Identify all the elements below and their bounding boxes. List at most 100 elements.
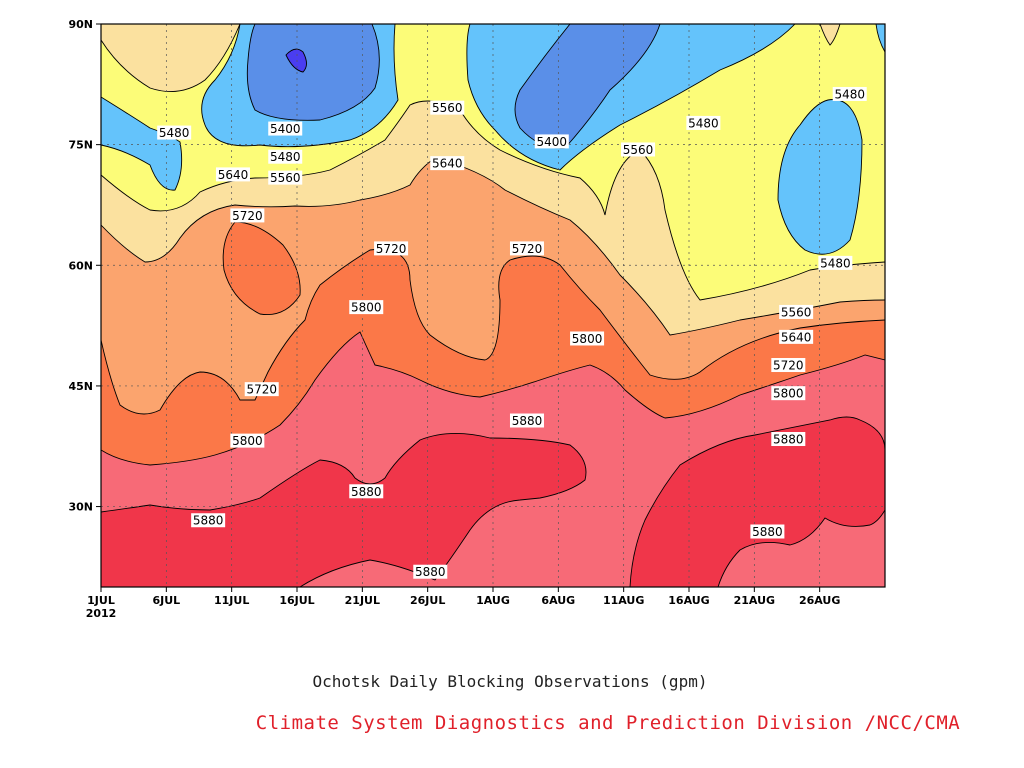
contour-label-bg <box>771 386 806 401</box>
contour-label-text: 5880 <box>773 433 804 447</box>
contour-line <box>101 248 885 415</box>
contour-label-bg <box>771 432 806 447</box>
x-tick-label: 16AUG <box>668 594 709 607</box>
contour-label: 5720 <box>244 382 279 397</box>
chart-title: Ochotsk Daily Blocking Observations (gpm… <box>312 672 708 691</box>
contour-label: 5480 <box>686 115 721 130</box>
contour-label-bg <box>818 255 853 270</box>
contour-label-text: 5560 <box>432 101 463 115</box>
contour-label-bg <box>191 513 226 528</box>
y-tick-label: 30N <box>68 501 93 514</box>
contour-line <box>629 416 885 587</box>
contour-label-bg <box>349 484 384 499</box>
fill-5320-5400-upper <box>247 24 380 121</box>
contour-label-text: 5800 <box>572 332 603 346</box>
x-year-label: 2012 <box>86 607 117 620</box>
contour-label: 5480 <box>157 125 192 140</box>
fill-5400-5480-topleft <box>101 97 182 191</box>
contour-label-layer: 5480 5400 5480 5560 5640 5720 5560 5640 5720 5800… <box>157 86 867 579</box>
contour-label-text: 5640 <box>432 157 463 171</box>
contour-label-bg <box>230 208 265 223</box>
contour-label-text: 5480 <box>270 150 301 164</box>
contour-label-bg <box>509 413 544 428</box>
contour-label-bg <box>534 134 569 149</box>
contour-line <box>717 509 885 587</box>
y-tick-label: 45N <box>68 380 93 393</box>
x-tick-label: 1JUL <box>87 594 115 607</box>
x-tick-label: 21JUL <box>345 594 380 607</box>
fill-above-5880-left <box>101 433 586 587</box>
fill-5560-5640-topleft <box>101 24 240 92</box>
contour-label-bg <box>268 149 303 164</box>
contour-label-bg <box>771 358 806 373</box>
contour-line <box>246 24 380 121</box>
contour-label-text: 5480 <box>159 126 190 140</box>
contour-line <box>819 24 841 46</box>
contour-label: 5880 <box>750 524 785 539</box>
fill-5560-5640-topright <box>820 24 840 45</box>
contour-label-text: 5480 <box>820 256 851 270</box>
x-tick-label: 11AUG <box>603 594 644 607</box>
contour-label-bg <box>430 100 465 115</box>
contour-label-bg <box>268 121 303 136</box>
x-tick-label: 11JUL <box>214 594 249 607</box>
y-tick-label: 75N <box>68 139 93 152</box>
contour-line <box>777 99 863 255</box>
contour-label: 5880 <box>413 564 448 579</box>
fill-below-5320 <box>286 49 307 72</box>
contour-label-text: 5640 <box>781 330 812 344</box>
x-tick-label: 1AUG <box>476 594 510 607</box>
contour-label-text: 5560 <box>781 305 812 319</box>
x-tick-label: 26JUL <box>410 594 445 607</box>
contour-label-text: 5880 <box>512 414 543 428</box>
contour-label-bg <box>268 170 303 185</box>
contour-line <box>201 24 399 148</box>
contour-line <box>875 24 885 53</box>
contour-label: 5880 <box>349 484 384 499</box>
contour-label: 5800 <box>771 386 806 401</box>
contour-label: 5560 <box>621 142 656 157</box>
contour-label-bg <box>230 433 265 448</box>
contour-label-bg <box>832 86 867 101</box>
x-tick-label: 26AUG <box>799 594 840 607</box>
contour-line <box>222 221 301 316</box>
x-tick-label: 21AUG <box>734 594 775 607</box>
y-tick-label: 60N <box>68 259 93 272</box>
contour-label: 5640 <box>779 329 814 344</box>
contour-label-bg <box>215 167 250 182</box>
contour-label: 5720 <box>509 241 544 256</box>
contour-label-bg <box>750 524 785 539</box>
fill-5400-5480-right <box>778 99 862 255</box>
contour-label-bg <box>413 564 448 579</box>
contour-label-text: 5560 <box>270 171 301 185</box>
contour-label-text: 5800 <box>232 434 263 448</box>
contour-label-text: 5720 <box>376 242 407 256</box>
contour-label-text: 5400 <box>270 122 301 136</box>
contour-label-bg <box>430 156 465 171</box>
contour-label-text: 5720 <box>512 242 543 256</box>
x-tick-label: 16JUL <box>279 594 314 607</box>
contour-label: 5720 <box>771 358 806 373</box>
contour-label: 5800 <box>349 300 384 315</box>
contour-label-text: 5480 <box>834 87 865 101</box>
contour-label-text: 5400 <box>537 135 568 149</box>
contour-label-text: 5880 <box>193 514 224 528</box>
contour-label-text: 5720 <box>232 209 263 223</box>
contour-label-bg <box>374 241 409 256</box>
contour-label: 5880 <box>191 513 226 528</box>
contour-label-text: 5720 <box>773 359 804 373</box>
fill-above-5880-right <box>630 417 885 587</box>
contour-line <box>466 24 796 171</box>
contour-label-text: 5560 <box>623 143 654 157</box>
contour-label-text: 5880 <box>351 485 382 499</box>
x-tick-label: 6AUG <box>541 594 575 607</box>
contour-label: 5400 <box>268 121 303 136</box>
contour-label-text: 5880 <box>415 565 446 579</box>
contour-label: 5800 <box>230 433 265 448</box>
contour-label: 5400 <box>534 134 569 149</box>
contour-label: 5880 <box>509 413 544 428</box>
contour-label-text: 5800 <box>773 387 804 401</box>
x-tick-label: 6JUL <box>152 594 180 607</box>
contour-label-text: 5720 <box>246 383 277 397</box>
